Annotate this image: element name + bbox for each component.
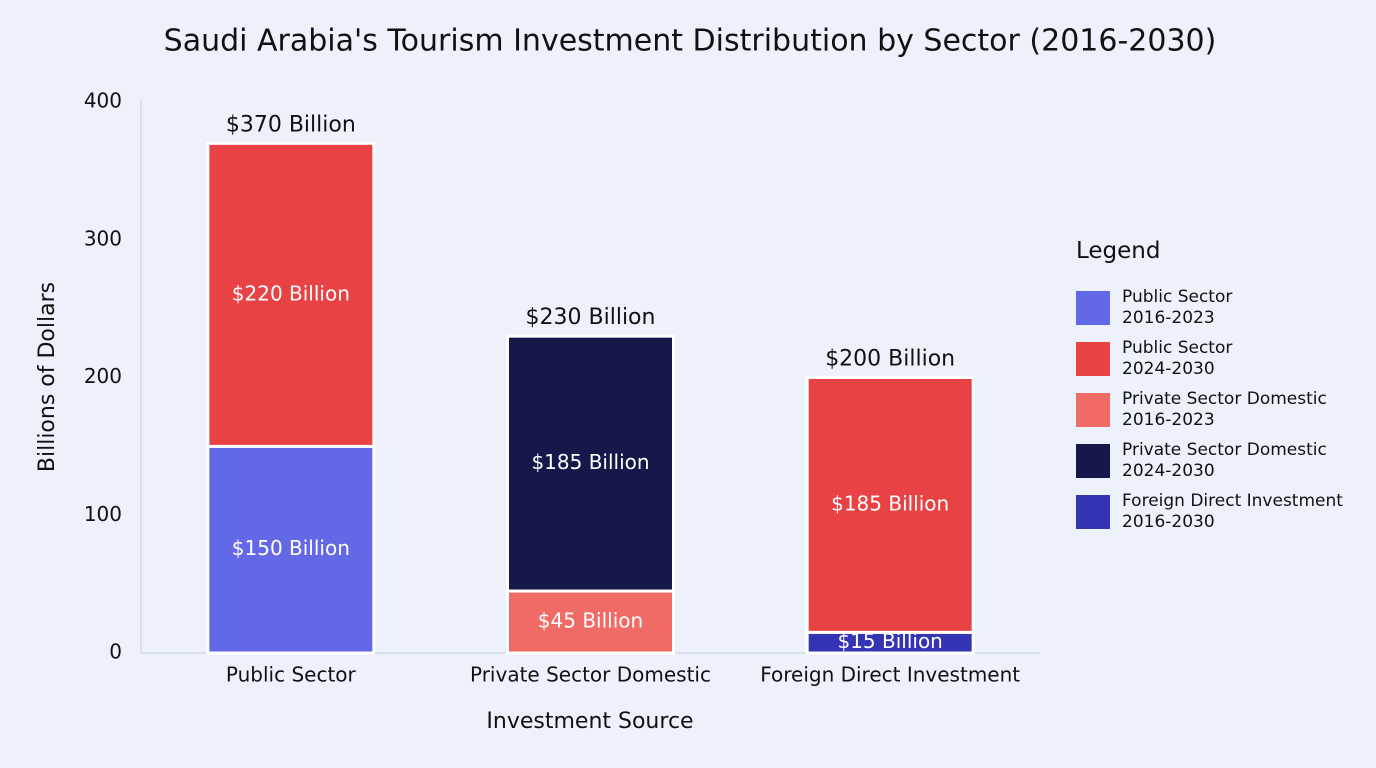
y-axis-label: Billions of Dollars xyxy=(35,282,60,472)
legend-item: Private Sector Domestic 2016-2023 xyxy=(1076,384,1343,435)
legend-label: Public Sector 2016-2023 xyxy=(1122,286,1233,328)
legend-item: Foreign Direct Investment 2016-2030 xyxy=(1076,486,1343,537)
y-tick-label: 200 xyxy=(84,364,122,388)
legend-swatch xyxy=(1076,341,1110,376)
legend-item: Public Sector 2016-2023 xyxy=(1076,282,1343,333)
legend-item: Private Sector Domestic 2024-2030 xyxy=(1076,435,1343,486)
chart-title: Saudi Arabia's Tourism Investment Distri… xyxy=(164,24,1217,59)
bar-segment xyxy=(206,444,376,655)
bar-segment xyxy=(805,376,975,634)
x-axis-label: Investment Source xyxy=(486,709,693,734)
legend-item: Public Sector 2024-2030 xyxy=(1076,333,1343,384)
total-label: $230 Billion xyxy=(526,305,656,330)
legend-title: Legend xyxy=(1076,238,1161,264)
total-label: $370 Billion xyxy=(226,112,356,137)
x-tick-label: Public Sector xyxy=(226,663,357,687)
y-tick-label: 100 xyxy=(84,502,122,526)
legend-swatch xyxy=(1076,443,1110,478)
data-label: $220 Billion xyxy=(232,281,350,305)
total-label: $200 Billion xyxy=(825,347,955,372)
x-tick-label: Foreign Direct Investment xyxy=(760,663,1020,687)
legend-label: Private Sector Domestic 2016-2023 xyxy=(1122,388,1327,430)
legend-swatch xyxy=(1076,494,1110,529)
bar-segment xyxy=(206,141,376,448)
legend-swatch xyxy=(1076,290,1110,325)
y-tick-label: 300 xyxy=(84,226,122,250)
y-tick-label: 0 xyxy=(109,640,122,664)
legend: Legend Public Sector 2016-2023 Public Sec… xyxy=(1076,238,1343,537)
legend-swatch xyxy=(1076,392,1110,427)
legend-label: Foreign Direct Investment 2016-2030 xyxy=(1122,490,1343,532)
data-label: $185 Billion xyxy=(831,491,949,515)
data-label: $45 Billion xyxy=(538,609,643,633)
bar-segment xyxy=(506,334,675,593)
data-label: $185 Billion xyxy=(531,450,649,474)
legend-label: Public Sector 2024-2030 xyxy=(1122,337,1233,379)
data-label: $150 Billion xyxy=(232,536,350,560)
x-tick-label: Private Sector Domestic xyxy=(470,663,711,687)
y-tick-label: 400 xyxy=(84,89,122,113)
legend-label: Private Sector Domestic 2024-2030 xyxy=(1122,439,1327,481)
